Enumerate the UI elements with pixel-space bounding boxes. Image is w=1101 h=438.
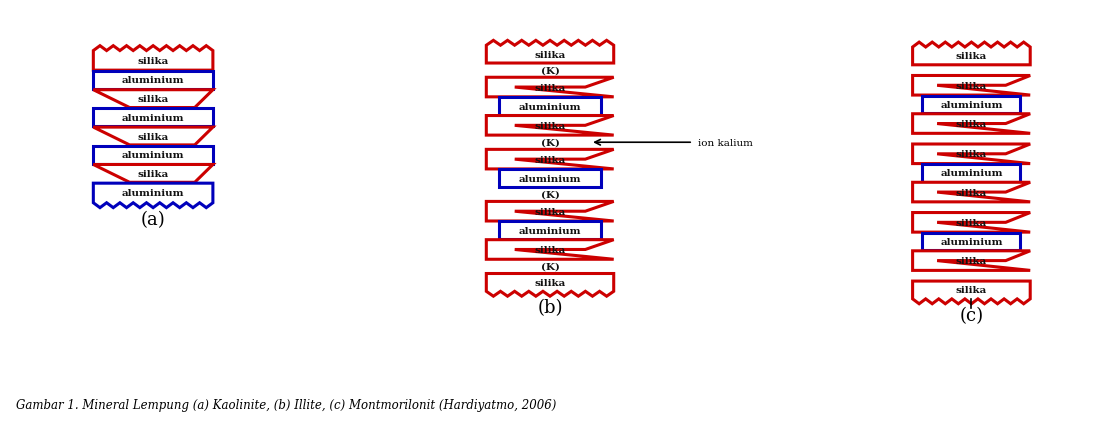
- Polygon shape: [913, 114, 1031, 134]
- Text: silika: silika: [138, 132, 168, 141]
- Text: silika: silika: [534, 207, 566, 216]
- Polygon shape: [487, 202, 613, 222]
- Text: aluminium: aluminium: [519, 102, 581, 111]
- Text: aluminium: aluminium: [122, 76, 184, 85]
- Polygon shape: [913, 282, 1031, 304]
- Text: silika: silika: [956, 188, 986, 197]
- Text: (c): (c): [959, 306, 983, 324]
- Text: silika: silika: [534, 83, 566, 92]
- Polygon shape: [94, 165, 212, 183]
- Text: silika: silika: [956, 150, 986, 159]
- Polygon shape: [913, 76, 1031, 96]
- Polygon shape: [94, 46, 212, 71]
- Text: aluminium: aluminium: [940, 169, 1003, 178]
- Polygon shape: [94, 109, 212, 127]
- Polygon shape: [487, 240, 613, 260]
- Text: aluminium: aluminium: [519, 174, 581, 184]
- Text: aluminium: aluminium: [940, 101, 1003, 110]
- Text: Gambar 1. Mineral Lempung (a) Kaolinite, (b) Illite, (c) Montmorilonit (Hardiyat: Gambar 1. Mineral Lempung (a) Kaolinite,…: [17, 398, 557, 411]
- Polygon shape: [923, 96, 1021, 114]
- Text: silika: silika: [138, 170, 168, 178]
- Text: aluminium: aluminium: [519, 226, 581, 235]
- Text: (K): (K): [541, 138, 559, 148]
- Text: aluminium: aluminium: [122, 113, 184, 123]
- Polygon shape: [913, 251, 1031, 271]
- Text: aluminium: aluminium: [122, 189, 184, 198]
- Polygon shape: [487, 78, 613, 98]
- Polygon shape: [499, 170, 601, 188]
- Text: silika: silika: [956, 286, 986, 295]
- Polygon shape: [487, 116, 613, 136]
- Polygon shape: [94, 72, 212, 90]
- Text: silika: silika: [956, 218, 986, 227]
- Polygon shape: [499, 98, 601, 116]
- Polygon shape: [94, 91, 212, 108]
- Polygon shape: [923, 233, 1021, 251]
- Text: (a): (a): [141, 210, 165, 228]
- Text: silika: silika: [534, 278, 566, 287]
- Polygon shape: [487, 274, 613, 297]
- Text: silika: silika: [534, 50, 566, 60]
- Text: silika: silika: [138, 95, 168, 104]
- Polygon shape: [913, 145, 1031, 164]
- Text: silika: silika: [956, 257, 986, 265]
- Polygon shape: [913, 43, 1031, 66]
- Polygon shape: [487, 150, 613, 170]
- Polygon shape: [923, 165, 1021, 182]
- Text: silika: silika: [534, 155, 566, 164]
- Polygon shape: [913, 183, 1031, 202]
- Text: silika: silika: [534, 121, 566, 131]
- Text: silika: silika: [956, 81, 986, 91]
- Text: (b): (b): [537, 299, 563, 317]
- Polygon shape: [94, 146, 212, 164]
- Polygon shape: [94, 128, 212, 145]
- Polygon shape: [94, 184, 212, 208]
- Text: aluminium: aluminium: [122, 151, 184, 160]
- Polygon shape: [913, 213, 1031, 233]
- Text: (K): (K): [541, 191, 559, 199]
- Text: (K): (K): [541, 262, 559, 271]
- Text: silika: silika: [138, 57, 168, 66]
- Text: silika: silika: [956, 52, 986, 61]
- Text: silika: silika: [534, 245, 566, 254]
- Polygon shape: [499, 222, 601, 240]
- Text: silika: silika: [956, 120, 986, 129]
- Text: ion kalium: ion kalium: [698, 138, 753, 148]
- Text: (K): (K): [541, 67, 559, 75]
- Polygon shape: [487, 41, 613, 64]
- Text: aluminium: aluminium: [940, 237, 1003, 247]
